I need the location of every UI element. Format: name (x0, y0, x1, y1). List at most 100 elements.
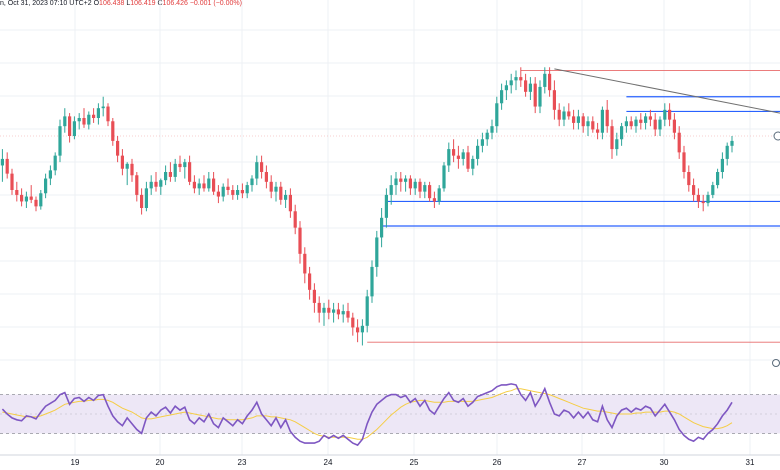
candle-body (370, 266, 374, 297)
candle-body (461, 152, 465, 159)
legend-open-label: O (93, 0, 100, 7)
candle-body (216, 191, 220, 197)
legend-change: −0.001 (−0.00%) (189, 0, 242, 7)
candle-body (509, 80, 513, 86)
candle-body (312, 289, 316, 303)
candle-body (48, 170, 52, 179)
trend-line (554, 68, 780, 114)
rsi-ma-line (2, 388, 733, 440)
candle-body (284, 194, 288, 200)
candle-body (149, 181, 153, 189)
candle-body (567, 111, 571, 117)
candle-body (548, 73, 552, 91)
candle-body (538, 86, 542, 107)
x-tick-label: 27 (578, 458, 587, 467)
candle-body (653, 119, 657, 130)
candle-body (696, 194, 700, 202)
candle-body (360, 325, 364, 333)
candle-body (572, 116, 576, 123)
candle-body (418, 181, 422, 192)
candle-body (452, 149, 456, 156)
candle-body (106, 106, 110, 122)
candle-body (317, 302, 321, 313)
candle-body (725, 145, 729, 159)
candle-body (207, 178, 211, 189)
candle-body (15, 190, 19, 195)
candle-body (20, 194, 24, 202)
candle-body (188, 162, 192, 182)
candle-body (260, 162, 264, 172)
candle-body (135, 175, 139, 195)
candle-body (24, 196, 28, 202)
candle-body (92, 114, 96, 118)
candle-body (221, 186, 225, 197)
candle-body (663, 109, 667, 120)
candle-body (197, 183, 201, 189)
candle-body (389, 185, 393, 195)
candle-body (380, 217, 384, 238)
candle-body (432, 198, 436, 202)
candle-body (375, 237, 379, 267)
candle-body (202, 183, 206, 189)
rsi-panel (1, 383, 733, 447)
candle-body (168, 172, 172, 177)
candle-body (274, 186, 278, 192)
rsi-band (0, 394, 780, 434)
candle-body (456, 155, 460, 159)
candle-body (327, 307, 331, 313)
scroll-handle (772, 359, 780, 367)
candle-body (533, 83, 537, 107)
candle-body (442, 165, 446, 189)
candle-body (591, 121, 595, 130)
candle-body (226, 186, 230, 190)
candle-body (500, 90, 504, 104)
legend-date: n, Oct 31, 2023 07:10 UTC+2 (0, 0, 92, 7)
candle-body (524, 80, 528, 92)
candle-body (231, 190, 235, 195)
candle-body (399, 178, 403, 182)
candle-body (87, 114, 91, 125)
candle-body (634, 119, 638, 127)
candle-body (245, 185, 249, 194)
candle-body (437, 188, 441, 202)
candle-body (164, 172, 168, 181)
candle-body (586, 121, 590, 127)
candle-body (356, 327, 360, 333)
candle-body (365, 296, 369, 326)
candle-body (677, 132, 681, 153)
candle-body (264, 172, 268, 182)
candle-body (543, 73, 547, 87)
candle-body (159, 180, 163, 187)
x-tick-label: 30 (660, 458, 669, 467)
candle-body (514, 77, 518, 81)
candle-body (404, 178, 408, 182)
candle-body (303, 253, 307, 274)
candle-body (692, 185, 696, 195)
candle-body (34, 199, 38, 207)
candle-body (173, 163, 177, 177)
candle-body (178, 163, 182, 168)
legend-low-value: 106.419 (130, 0, 156, 7)
candle-body (519, 77, 523, 81)
candle-body (130, 163, 134, 176)
candle-body (240, 190, 244, 194)
candle-body (384, 194, 388, 218)
x-tick-label: 20 (156, 458, 165, 467)
candle-body (624, 121, 628, 127)
candle-body (322, 307, 326, 313)
candle-body (672, 119, 676, 133)
candle-body (485, 132, 489, 140)
candle-body (53, 155, 57, 171)
candle-body (116, 140, 120, 156)
candle-body (687, 172, 691, 186)
candle-body (471, 158, 475, 169)
x-tick-label: 31 (746, 458, 755, 467)
legend-low-label: L (126, 0, 131, 7)
candle-body (596, 129, 600, 133)
candle-body (288, 194, 292, 212)
candle-body (730, 140, 734, 146)
candle-body (298, 227, 302, 254)
x-tick-label: 25 (410, 458, 419, 467)
candle-body (701, 201, 705, 204)
